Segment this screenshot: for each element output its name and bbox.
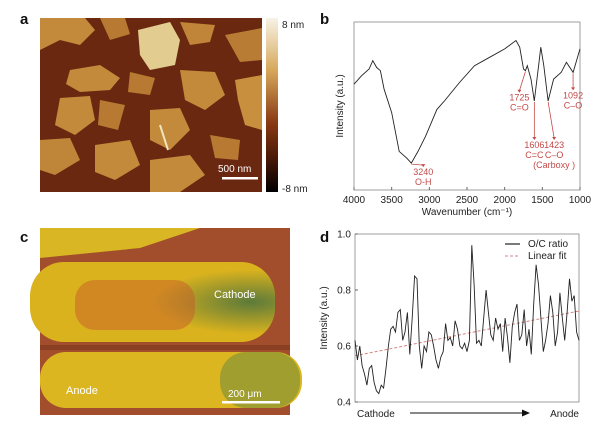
annotation-value: 1092 [563,90,583,100]
d-x-right-label: Anode [550,409,579,420]
annotation-value: 1423 [544,140,564,150]
d-y-tick-label: 0.8 [337,286,351,297]
scale-bar-label-c: 200 μm [228,389,262,400]
annotation-arrowhead-icon [532,136,537,140]
annotation-label: C=O [510,103,529,113]
scale-bar-a [222,177,258,180]
annotation-arrowhead-icon [571,87,576,91]
b-x-tick-label: 4000 [343,195,366,206]
annotation-label: C–O [545,150,564,160]
colorbar-max-label: 8 nm [282,20,304,31]
annotation-arrow [411,163,424,166]
d-y-tick-label: 0.6 [337,342,351,353]
annotation-arrow [519,71,526,91]
annotation-arrowhead-icon [552,136,557,140]
b-y-axis-label: Intensity (a.u.) [335,74,346,137]
oc-ratio-line [354,245,580,395]
ftir-spectrum-line [353,39,581,164]
annotation-label: C=C [525,150,544,160]
afm-image [40,18,262,192]
annotation-arrowhead-icon [517,89,522,93]
b-x-axis-label: Wavenumber (cm⁻¹) [422,207,512,218]
scale-bar-label-a: 500 nm [218,164,251,175]
b-x-tick-label: 3000 [418,195,441,206]
colorbar-min-label: -8 nm [282,184,308,195]
b-x-tick-label: 3500 [381,195,404,206]
b-x-tick-label: 2000 [494,195,517,206]
cathode-label: Cathode [214,289,256,301]
colorbar [266,18,278,192]
b-x-tick-label: 1000 [569,195,592,206]
d-y-axis-label: Intensity (a.u.) [319,286,330,349]
anode-label: Anode [66,385,98,397]
linear-fit-line [354,310,580,357]
legend-oc-label: O/C ratio [528,239,568,250]
annotation-label: C–O [564,100,583,110]
annotation-label: O-H [415,177,432,187]
panel-d-label: d [320,229,329,246]
d-x-left-label: Cathode [357,409,395,420]
annotation-value: 1725 [509,93,529,103]
annotation-value: 3240 [413,167,433,177]
panel-b-label: b [320,11,329,28]
annotation-arrowhead-icon [421,164,426,168]
microscopy-image [30,228,302,415]
legend-fit-label: Linear fit [528,251,567,262]
annotation-value: 1606 [524,140,544,150]
panel-a-label: a [20,11,29,28]
b-x-tick-label: 1500 [531,195,554,206]
plot-d-frame [354,233,580,403]
arrow-head-icon [522,409,530,417]
panel-c-label: c [20,229,28,246]
legend: O/C ratio Linear fit [505,239,568,262]
d-y-tick-label: 1.0 [337,230,351,241]
annotation-arrow [547,101,555,139]
scale-bar-c [222,401,280,404]
d-y-tick-label: 0.4 [337,398,351,409]
b-x-tick-label: 2500 [456,195,479,206]
annotation-note: (Carboxy ) [533,160,575,170]
